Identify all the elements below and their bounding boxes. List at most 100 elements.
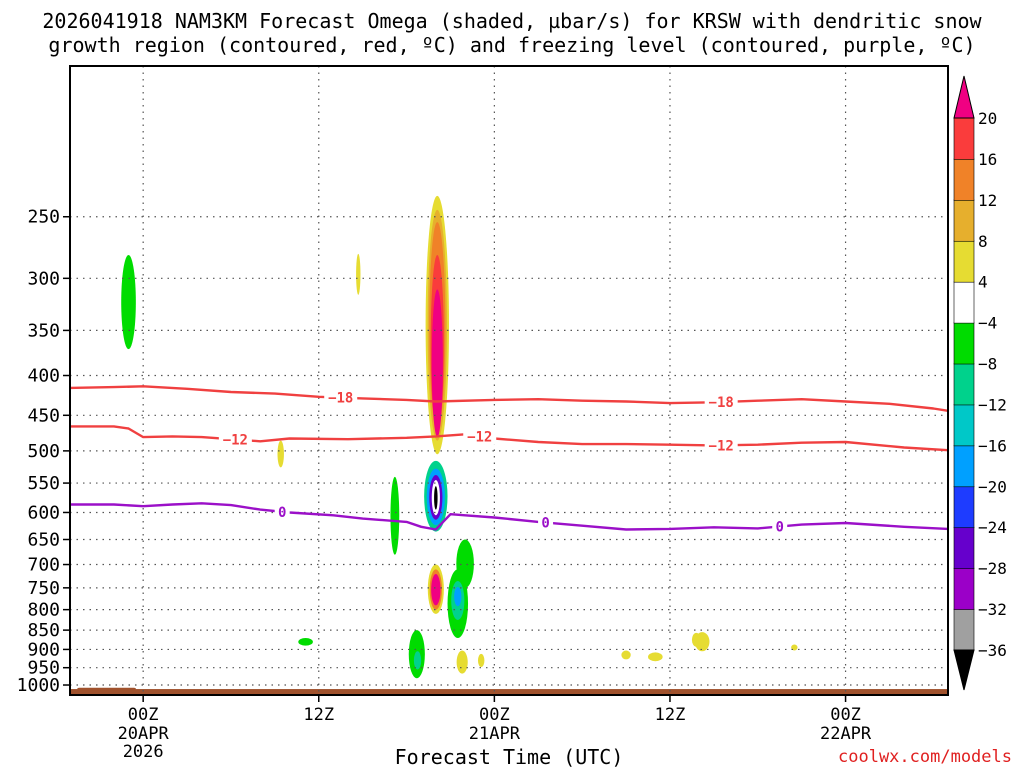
xtick-date-48: 22APR: [820, 724, 872, 744]
colorbar-segment-4: [953, 486, 975, 529]
omega-blob-6: [413, 651, 422, 670]
y-axis: 2503003504004505005506006507007508008509…: [17, 207, 70, 696]
freezing-level-label-bg-0: [274, 503, 290, 520]
xtick-label-12: 12Z: [303, 705, 334, 725]
omega-blob-17: [431, 289, 443, 438]
colorbar-label-3: 8: [978, 232, 988, 251]
x-axis-label: Forecast Time (UTC): [395, 745, 624, 768]
dgz-upper-line: [69, 385, 949, 412]
dgz-upper-label-0: −18: [328, 391, 353, 407]
ytick-label-900: 900: [27, 639, 60, 660]
colorbar-label-0: 20: [978, 109, 997, 128]
omega-blob-2: [277, 440, 284, 468]
colorbar-segment-2: [953, 567, 975, 610]
chart-title-line2: growth region (contoured, red, ºC) and f…: [48, 33, 975, 57]
ytick-label-550: 550: [27, 473, 60, 494]
plot-background: [70, 66, 948, 695]
xtick-date-24: 21APR: [469, 724, 521, 744]
ytick-label-850: 850: [27, 620, 60, 641]
omega-blob-4: [390, 476, 400, 555]
dgz-lower-label-bg-2: [704, 437, 738, 454]
colorbar-segment-9: [953, 281, 975, 324]
xtick-date-0: 20APR: [118, 724, 170, 744]
ytick-label-250: 250: [27, 207, 60, 228]
freezing-level-label-bg-2: [772, 518, 788, 535]
xtick-label-0: 00Z: [128, 705, 159, 725]
temperature-contours: −18 −18 −12 −12 −12 0 0 0: [69, 385, 949, 536]
colorbar-label-10: −24: [978, 518, 1007, 537]
colorbar-segment-3: [953, 526, 975, 569]
xtick-label-36: 12Z: [655, 705, 686, 725]
colorbar-label-12: −32: [978, 600, 1007, 619]
omega-blob-28: [691, 632, 701, 647]
omega-blob-7: [456, 650, 468, 674]
omega-blob-0: [121, 255, 136, 350]
freezing-level-line: [70, 502, 949, 531]
colorbar-segment-13: [953, 117, 975, 160]
ytick-label-700: 700: [27, 555, 60, 576]
omega-shading: [121, 195, 798, 679]
terrain-bump: [77, 687, 136, 691]
dgz-lower-label-1: −12: [467, 429, 492, 445]
colorbar-label-2: 12: [978, 191, 997, 210]
colorbar-label-7: −12: [978, 395, 1007, 414]
colorbar-segment-12: [953, 158, 975, 201]
ytick-label-450: 450: [27, 405, 60, 426]
colorbar-min-triangle: [953, 649, 975, 691]
ytick-label-300: 300: [27, 268, 60, 289]
grid-lines: [70, 66, 948, 695]
freezing-level-label-0: 0: [278, 505, 286, 521]
ytick-label-400: 400: [27, 366, 60, 387]
freezing-level-label-1: 0: [541, 516, 549, 532]
ytick-label-600: 600: [27, 502, 60, 523]
colorbar-label-13: −36: [978, 641, 1007, 660]
terrain-strip: [70, 689, 948, 695]
colorbar-label-9: −20: [978, 477, 1007, 496]
dgz-lower-label-2: −12: [709, 438, 734, 454]
omega-blob-26: [621, 650, 631, 660]
omega-blob-25: [434, 486, 438, 510]
dgz-upper-label-bg-1: [704, 394, 738, 411]
ytick-label-350: 350: [27, 320, 60, 341]
dgz-lower-label-0: −12: [223, 433, 248, 449]
ytick-label-750: 750: [27, 578, 60, 599]
omega-blob-1: [356, 253, 361, 295]
dgz-upper-label-1: −18: [709, 395, 734, 411]
colorbar-segment-5: [953, 445, 975, 488]
dgz-lower-line: [70, 425, 949, 452]
ytick-label-800: 800: [27, 600, 60, 621]
dgz-lower-label-bg-0: [218, 431, 252, 448]
colorbar-label-6: −8: [978, 355, 997, 374]
omega-blob-8: [477, 653, 485, 667]
omega-blob-12: [454, 586, 462, 607]
dgz-upper-label-bg-0: [324, 389, 358, 406]
credit-link[interactable]: coolwx.com/models: [838, 747, 1012, 767]
plot-frame: [69, 65, 949, 696]
colorbar-segment-1: [953, 608, 975, 651]
colorbar-label-11: −28: [978, 559, 1007, 578]
colorbar-segment-6: [953, 404, 975, 447]
ytick-label-650: 650: [27, 530, 60, 551]
omega-blob-29: [648, 652, 663, 662]
colorbar-label-5: −4: [978, 314, 997, 333]
freezing-level-label-2: 0: [775, 520, 783, 536]
colorbar-segment-10: [953, 240, 975, 283]
colorbar-label-1: 16: [978, 150, 997, 169]
omega-blob-3: [298, 637, 313, 646]
colorbar-segment-8: [953, 322, 975, 365]
terrain-layer: [70, 687, 948, 695]
ytick-label-950: 950: [27, 658, 60, 679]
ytick-label-1000: 1000: [17, 675, 60, 696]
xtick-year-0: 2026: [123, 742, 164, 762]
colorbar-label-8: −16: [978, 436, 1007, 455]
chart-title-line1: 2026041918 NAM3KM Forecast Omega (shaded…: [42, 9, 982, 33]
colorbar-label-4: 4: [978, 273, 988, 292]
xtick-label-24: 00Z: [479, 705, 510, 725]
ytick-label-500: 500: [27, 441, 60, 462]
omega-blob-20: [431, 574, 441, 606]
dgz-lower-label-bg-1: [463, 428, 497, 445]
freezing-level-label-bg-1: [538, 514, 554, 531]
colorbar: 20 16 12 8 4 −4 −8 −12 −16 −20 −24 −28 −32 −36: [953, 75, 1007, 691]
